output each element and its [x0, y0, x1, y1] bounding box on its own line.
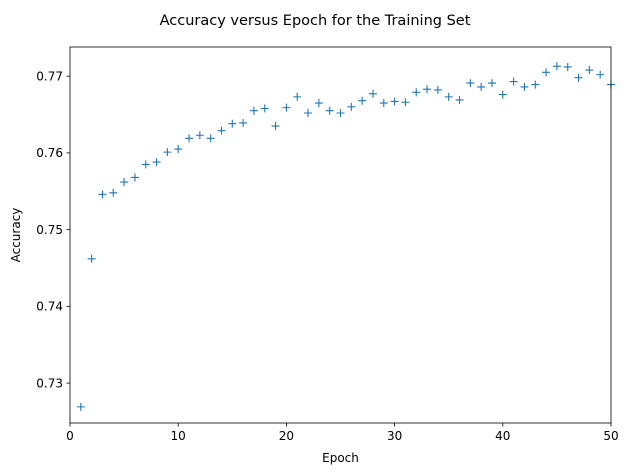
- y-tick-label: 0.75: [36, 223, 63, 237]
- data-point: [217, 126, 226, 135]
- data-point: [552, 62, 561, 71]
- data-point: [163, 148, 172, 157]
- x-tick-label: 30: [387, 429, 402, 443]
- plot-area-frame: [69, 46, 612, 424]
- data-point: [563, 62, 572, 71]
- data-point: [585, 66, 594, 75]
- y-tick-label: 0.73: [36, 376, 63, 390]
- data-point: [130, 173, 139, 182]
- data-point: [228, 119, 237, 128]
- data-point: [271, 122, 280, 131]
- data-point: [120, 178, 129, 187]
- data-point: [379, 99, 388, 108]
- data-point: [444, 92, 453, 101]
- data-point: [87, 254, 96, 263]
- data-point: [401, 98, 410, 107]
- data-point: [433, 85, 442, 94]
- data-point: [260, 104, 269, 113]
- data-point: [152, 158, 161, 167]
- data-point: [347, 102, 356, 111]
- data-point: [195, 131, 204, 140]
- data-point: [304, 108, 313, 117]
- data-point: [325, 106, 334, 115]
- data-point: [314, 99, 323, 108]
- data-point: [98, 190, 107, 199]
- axis-ticks: 0 10 20 30 40 50 0.73 0.74 0.75 0.76 0.77: [36, 69, 618, 443]
- x-tick-label: 50: [603, 429, 618, 443]
- data-point: [596, 70, 605, 79]
- data-point: [574, 73, 583, 82]
- data-point: [390, 97, 399, 106]
- data-point: [498, 90, 507, 99]
- data-point: [412, 88, 421, 97]
- data-point: [466, 79, 475, 88]
- data-point: [76, 402, 85, 411]
- data-point: [358, 96, 367, 105]
- data-point: [249, 106, 258, 115]
- x-tick-label: 10: [171, 429, 186, 443]
- data-point: [531, 80, 540, 89]
- data-point: [141, 160, 150, 169]
- x-tick-label: 20: [279, 429, 294, 443]
- x-tick-label: 0: [66, 429, 74, 443]
- data-point: [109, 188, 118, 197]
- x-tick-label: 40: [495, 429, 510, 443]
- data-point: [185, 134, 194, 143]
- data-point: [423, 85, 432, 94]
- chart-title: Accuracy versus Epoch for the Training S…: [160, 13, 471, 29]
- data-point: [368, 89, 377, 98]
- y-axis-label: Accuracy: [9, 208, 23, 263]
- data-point: [455, 95, 464, 104]
- data-point: [174, 145, 183, 154]
- data-point: [477, 82, 486, 91]
- data-point: [282, 103, 291, 112]
- data-point: [520, 82, 529, 91]
- x-axis-label: Epoch: [322, 451, 359, 465]
- y-tick-label: 0.76: [36, 146, 63, 160]
- data-point: [239, 118, 248, 127]
- y-tick-label: 0.74: [36, 300, 63, 314]
- data-points: [76, 62, 615, 411]
- data-point: [293, 92, 302, 101]
- y-tick-label: 0.77: [36, 69, 63, 83]
- data-point: [336, 108, 345, 117]
- data-point: [206, 134, 215, 143]
- data-point: [509, 77, 518, 86]
- data-point: [542, 68, 551, 77]
- data-point: [487, 79, 496, 88]
